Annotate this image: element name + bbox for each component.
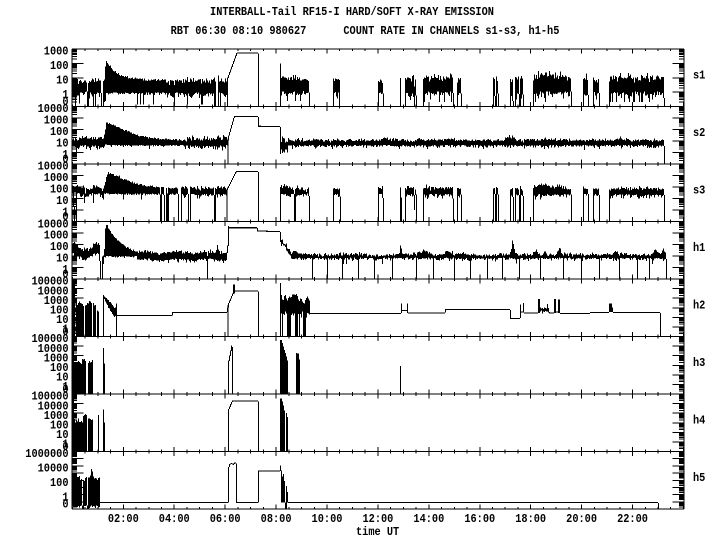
svg-text:100000: 100000 (31, 391, 68, 404)
svg-text:0: 0 (62, 499, 68, 512)
svg-text:1: 1 (62, 207, 68, 220)
svg-text:1000: 1000 (44, 173, 69, 186)
svg-text:10: 10 (56, 372, 69, 385)
svg-text:s3: s3 (693, 185, 706, 198)
svg-text:0: 0 (62, 154, 68, 167)
svg-text:10000: 10000 (38, 161, 69, 174)
svg-text:1000: 1000 (44, 115, 69, 128)
svg-text:100: 100 (50, 60, 69, 73)
svg-text:0: 0 (62, 326, 68, 339)
svg-text:100000: 100000 (31, 334, 68, 347)
svg-text:10000: 10000 (38, 463, 69, 476)
svg-text:h3: h3 (693, 357, 706, 370)
svg-text:100: 100 (50, 127, 69, 140)
svg-text:0: 0 (62, 269, 68, 282)
svg-text:s1: s1 (693, 70, 706, 83)
svg-text:h4: h4 (693, 415, 706, 428)
svg-text:100000: 100000 (31, 276, 68, 289)
svg-text:10: 10 (56, 314, 69, 327)
svg-text:10000: 10000 (38, 286, 69, 299)
svg-text:1000: 1000 (44, 46, 69, 59)
svg-text:10: 10 (56, 138, 69, 151)
svg-text:10000: 10000 (38, 343, 69, 356)
svg-text:100: 100 (50, 420, 69, 433)
svg-text:100: 100 (50, 242, 69, 255)
svg-text:10: 10 (56, 253, 69, 266)
svg-text:18:00: 18:00 (515, 513, 546, 526)
svg-text:10000: 10000 (38, 219, 69, 232)
svg-text:INTERBALL-Tail RF15-I HARD/SOF: INTERBALL-Tail RF15-I HARD/SOFT X-RAY EM… (210, 6, 494, 19)
svg-text:100: 100 (50, 477, 69, 490)
svg-text:1000: 1000 (44, 410, 69, 423)
svg-text:10: 10 (56, 429, 69, 442)
svg-text:RBT 06:30 08:10 980627 CO: RBT 06:30 08:10 980627 COUNT RATE IN CHA… (171, 26, 560, 39)
svg-text:1: 1 (62, 265, 68, 278)
svg-text:1: 1 (62, 381, 68, 394)
svg-text:h1: h1 (693, 242, 706, 255)
svg-text:02:00: 02:00 (108, 513, 139, 526)
svg-text:1000: 1000 (44, 230, 69, 243)
svg-text:12:00: 12:00 (362, 513, 393, 526)
svg-text:10:00: 10:00 (312, 513, 343, 526)
svg-text:1000000: 1000000 (25, 449, 68, 462)
svg-text:10: 10 (56, 196, 69, 209)
svg-text:0: 0 (62, 211, 68, 224)
svg-text:1: 1 (62, 89, 68, 102)
svg-text:1: 1 (62, 150, 68, 163)
svg-text:14:00: 14:00 (413, 513, 444, 526)
svg-text:08:00: 08:00 (261, 513, 292, 526)
svg-text:100: 100 (50, 362, 69, 375)
svg-text:100: 100 (50, 184, 69, 197)
svg-text:0: 0 (62, 384, 68, 397)
svg-text:1: 1 (62, 492, 68, 505)
svg-text:0: 0 (62, 441, 68, 454)
svg-text:s2: s2 (693, 127, 706, 140)
svg-text:10: 10 (56, 75, 69, 88)
svg-text:10000: 10000 (38, 104, 69, 117)
svg-text:04:00: 04:00 (159, 513, 190, 526)
svg-text:1: 1 (62, 439, 68, 452)
svg-text:20:00: 20:00 (566, 513, 597, 526)
svg-text:time UT: time UT (356, 526, 399, 539)
svg-text:06:00: 06:00 (210, 513, 241, 526)
svg-text:h2: h2 (693, 300, 706, 313)
svg-text:0: 0 (62, 96, 68, 109)
svg-text:h5: h5 (693, 472, 706, 485)
svg-text:10000: 10000 (38, 401, 69, 414)
svg-text:100: 100 (50, 305, 69, 318)
svg-text:1000: 1000 (44, 295, 69, 308)
svg-text:22:00: 22:00 (617, 513, 648, 526)
svg-text:1000: 1000 (44, 353, 69, 366)
svg-text:16:00: 16:00 (464, 513, 495, 526)
svg-text:1: 1 (62, 324, 68, 337)
